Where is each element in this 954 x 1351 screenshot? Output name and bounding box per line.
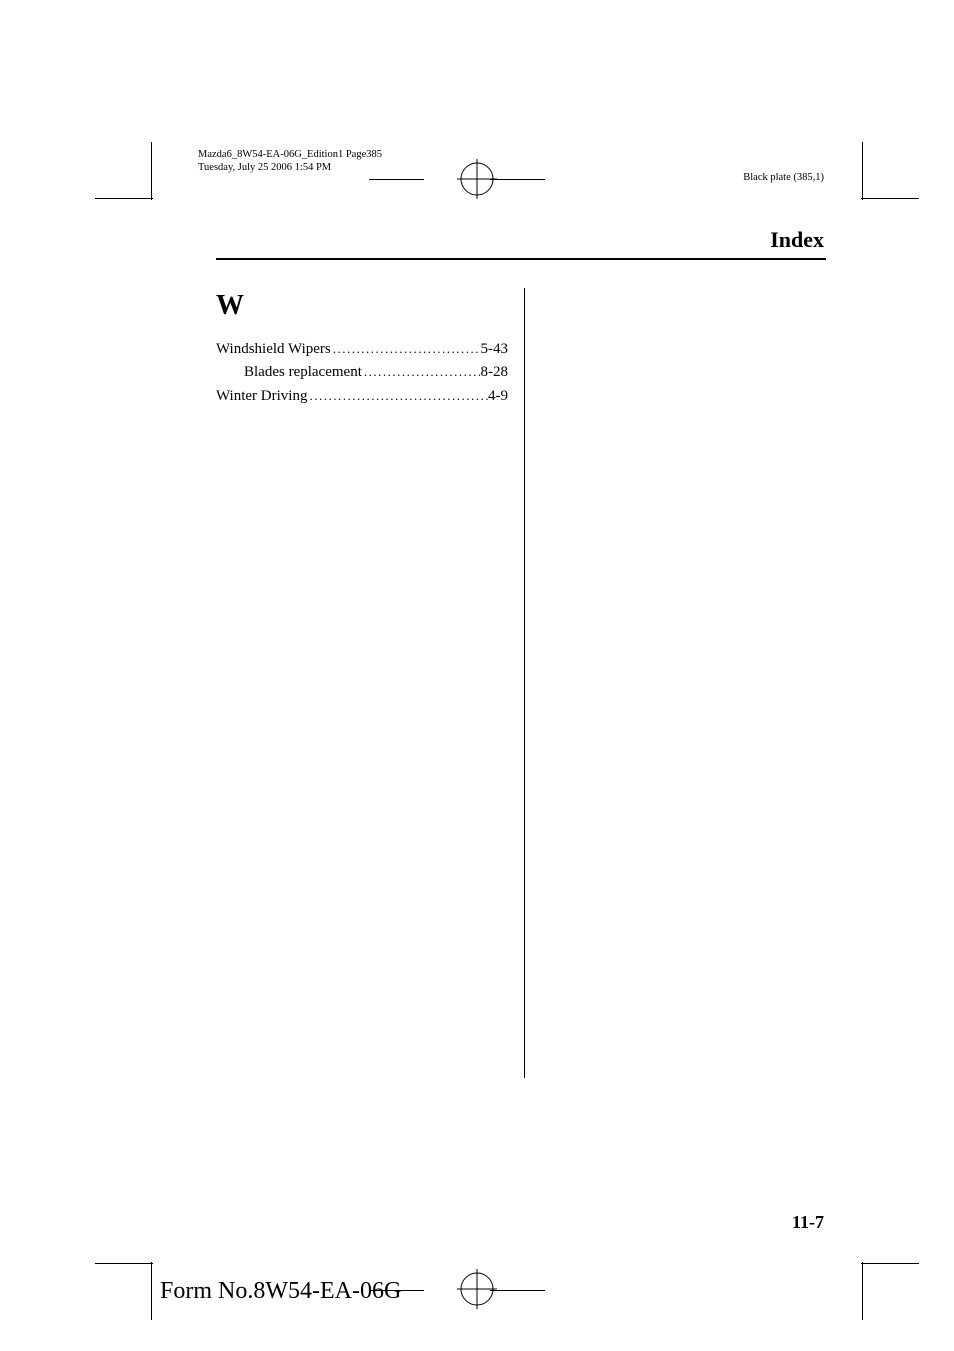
doc-id-text: Mazda6_8W54-EA-06G_Edition1 Page385 <box>198 148 382 161</box>
index-entry-label: Blades replacement <box>244 361 362 384</box>
index-entry: Blades replacement......................… <box>216 361 508 384</box>
page-number: 11-7 <box>792 1212 824 1233</box>
registration-mark-icon <box>457 1269 497 1309</box>
crop-mark <box>151 1262 152 1320</box>
crop-mark <box>862 142 863 200</box>
form-number: Form No.8W54-EA-06G <box>160 1278 401 1305</box>
index-entry-leader: ........................................… <box>362 362 481 382</box>
page-title: Index <box>770 227 824 253</box>
content-area: W Windshield Wipers.....................… <box>216 288 836 1078</box>
crop-mark <box>95 198 153 199</box>
index-entry: Windshield Wipers.......................… <box>216 338 508 361</box>
registration-line <box>490 1290 545 1291</box>
timestamp-text: Tuesday, July 25 2006 1:54 PM <box>198 161 382 174</box>
index-entry-leader: ........................................… <box>331 339 481 359</box>
index-entry-page: 5-43 <box>481 338 509 361</box>
index-entry: Winter Driving..........................… <box>216 385 508 408</box>
index-entry-page: 8-28 <box>481 361 509 384</box>
crop-mark <box>861 198 919 199</box>
crop-mark <box>151 142 152 200</box>
crop-mark <box>862 1262 863 1320</box>
index-entry-leader: ........................................… <box>307 386 488 406</box>
header-meta: Mazda6_8W54-EA-06G_Edition1 Page385 Tues… <box>198 148 382 174</box>
crop-mark <box>861 1263 919 1264</box>
column-divider <box>524 288 525 1078</box>
index-entry-label: Winter Driving <box>216 385 307 408</box>
plate-info: Black plate (385,1) <box>743 172 824 183</box>
index-entry-label: Windshield Wipers <box>216 338 331 361</box>
crop-mark <box>95 1263 153 1264</box>
index-entries-list: Windshield Wipers.......................… <box>216 338 836 408</box>
index-section-letter: W <box>216 290 836 322</box>
registration-line <box>369 179 424 180</box>
registration-line <box>490 179 545 180</box>
index-entry-page: 4-9 <box>488 385 508 408</box>
title-rule <box>216 258 826 260</box>
